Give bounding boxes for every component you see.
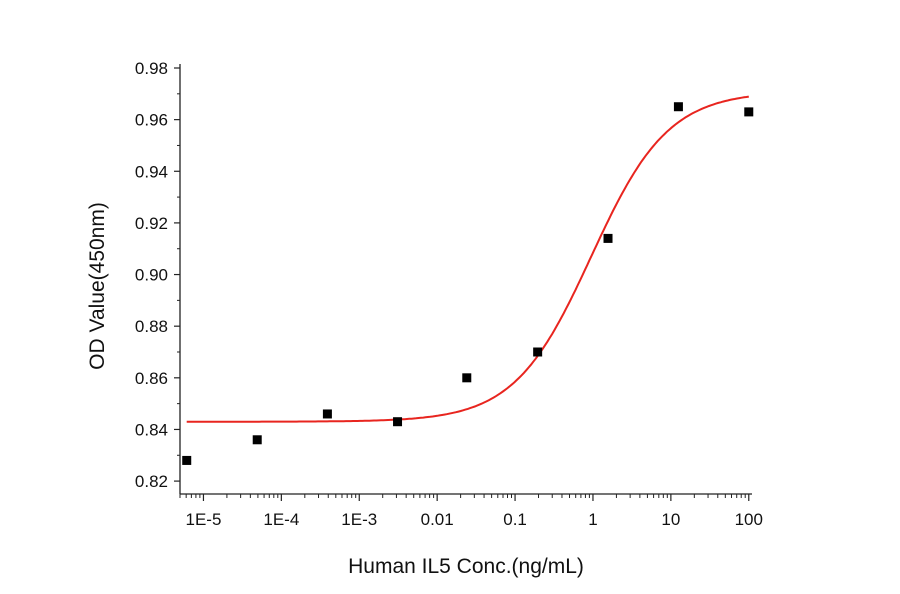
x-tick-label: 0.1 [503,510,527,529]
data-point [393,417,403,427]
data-points [182,102,754,465]
data-point [322,409,332,419]
data-point [673,102,683,112]
y-tick-label: 0.96 [135,111,168,130]
fit-curve-layer [186,95,749,423]
y-axis-title: OD Value(450nm) [86,202,109,370]
y-tick-label: 0.88 [135,317,168,336]
data-point [603,233,613,243]
x-tick-label: 0.01 [421,510,454,529]
x-tick-label: 1E-5 [185,510,221,529]
data-point [462,373,472,383]
y-tick-label: 0.86 [135,369,168,388]
y-tick-label: 0.90 [135,266,168,285]
y-tick-label: 0.98 [135,59,168,78]
axes [179,64,752,495]
fit-curve [186,95,749,423]
x-axis-title: Human IL5 Conc.(ng/mL) [348,555,584,578]
y-tick-label: 0.94 [135,162,168,181]
x-tick-label: 1 [588,510,597,529]
x-tick-label: 1E-3 [341,510,377,529]
data-point [744,107,754,117]
data-point [533,347,543,357]
y-tick-label: 0.84 [135,420,168,439]
x-tick-label: 100 [735,510,763,529]
x-tick-label: 10 [661,510,680,529]
data-point [182,455,192,465]
y-tick-label: 0.82 [135,472,168,491]
ticks: 0.82 0.84 0.86 0.88 0.90 0.92 0.94 0.96 0.98 1E-5… [135,59,763,529]
data-point [252,435,262,445]
x-tick-label: 1E-4 [263,510,299,529]
y-tick-label: 0.92 [135,214,168,233]
